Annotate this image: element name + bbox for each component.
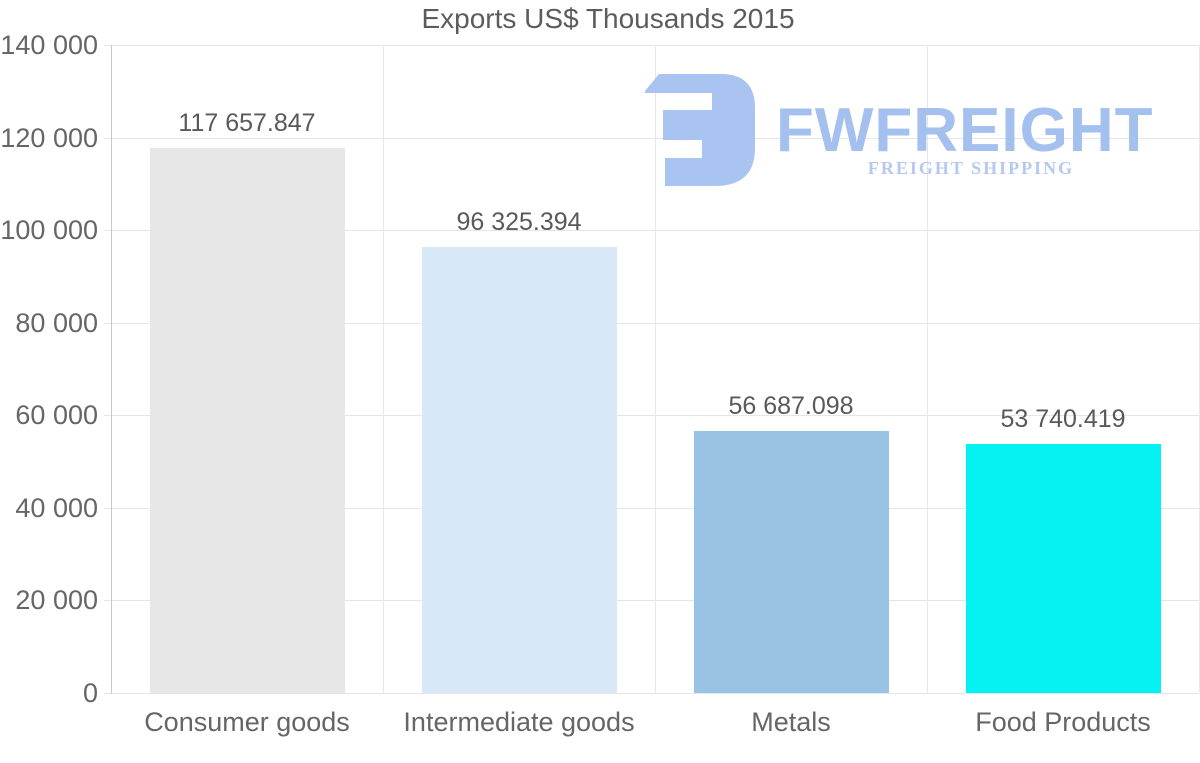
y-axis-tick-label: 40 000 — [15, 493, 98, 523]
bar-intermediate-goods[interactable] — [421, 247, 617, 693]
y-axis-tick-label: 20 000 — [15, 585, 98, 615]
watermark-logo: FWFREIGHT FREIGHT SHIPPING — [645, 72, 1185, 192]
gridline-h-80000 — [104, 323, 1199, 324]
gridline-v-3 — [927, 45, 928, 693]
x-axis-label-food-products: Food Products — [975, 707, 1151, 737]
bar-consumer-goods[interactable] — [149, 148, 345, 693]
watermark-brand-text: FWFREIGHT — [776, 96, 1154, 165]
y-axis-tick-label: 80 000 — [15, 308, 98, 338]
gridline-h-20000 — [104, 600, 1199, 601]
chart-title: Exports US$ Thousands 2015 — [421, 3, 795, 34]
gridline-h-140000 — [104, 45, 1199, 46]
y-axis-line — [111, 45, 112, 694]
x-axis-label-consumer-goods: Consumer goods — [144, 707, 350, 737]
gridline-h-40000 — [104, 508, 1199, 509]
gridline-h-100000 — [104, 230, 1199, 231]
x-axis-label-intermediate-goods: Intermediate goods — [403, 707, 635, 737]
gridline-h-120000 — [104, 138, 1199, 139]
bar-value-label-food-products: 53 740.419 — [1000, 405, 1126, 434]
y-axis-tick-label: 120 000 — [0, 123, 98, 153]
bar-value-label-consumer-goods: 117 657.847 — [178, 109, 316, 138]
fwfreight-logo-icon — [645, 74, 755, 186]
y-axis-tick-label: 140 000 — [0, 30, 98, 60]
gridline-h-60000 — [104, 415, 1199, 416]
gridline-h-0 — [104, 693, 1199, 694]
bar-value-label-metals: 56 687.098 — [728, 391, 854, 420]
y-axis-tick-label: 60 000 — [15, 400, 98, 430]
y-axis-tick-label: 100 000 — [0, 215, 98, 245]
y-axis-tick-label: 0 — [82, 678, 98, 708]
bar-metals[interactable] — [693, 430, 889, 693]
gridline-v-1 — [383, 45, 384, 693]
bar-value-label-intermediate-goods: 96 325.394 — [456, 208, 582, 237]
x-axis-label-metals: Metals — [751, 707, 831, 737]
bar-food-products[interactable] — [965, 444, 1161, 693]
gridline-v-2 — [655, 45, 656, 693]
watermark-tagline-text: FREIGHT SHIPPING — [867, 158, 1075, 178]
